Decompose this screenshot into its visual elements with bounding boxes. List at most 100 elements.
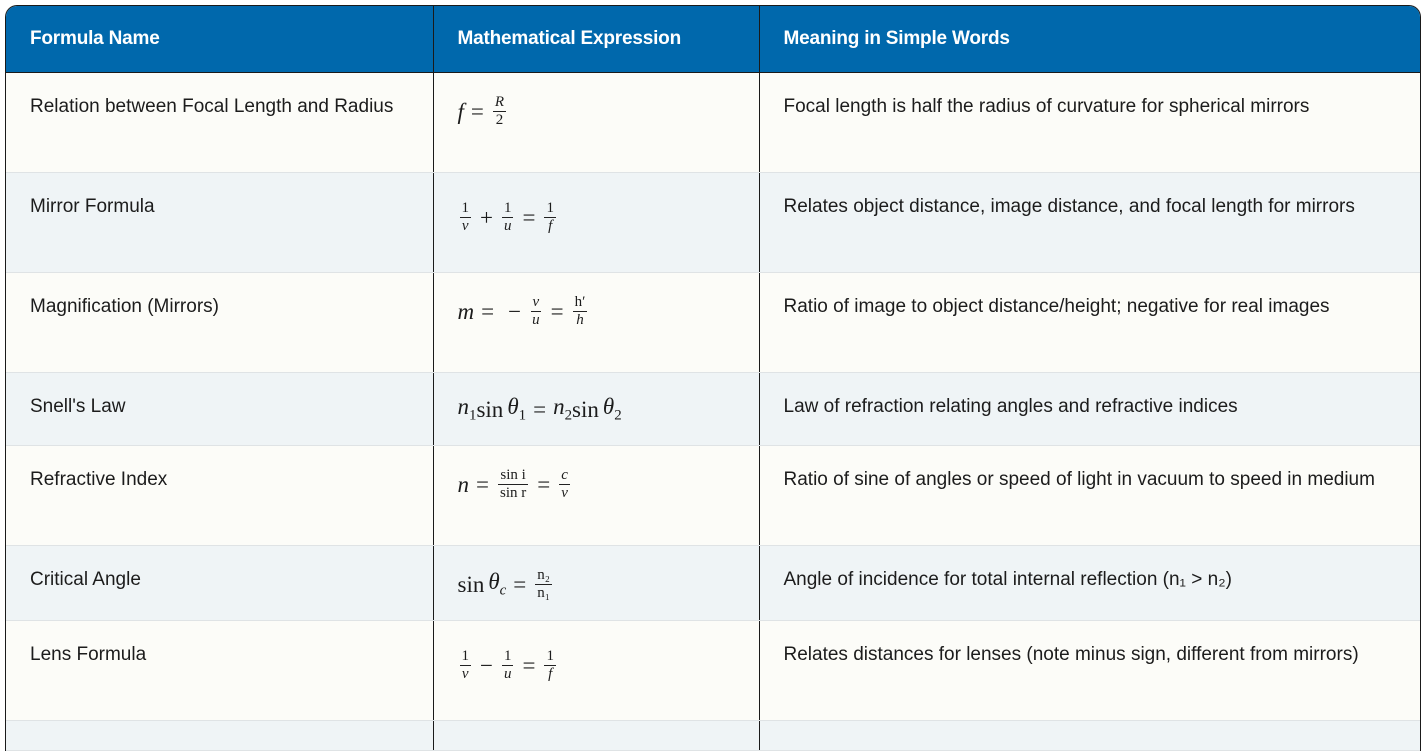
table-row: Refractive Index n = sin i sin r = c v Ratio of … [6,445,1420,546]
subscripted-symbol: n1 [458,395,477,424]
denominator: h [576,312,584,328]
symbol: θ [488,569,500,595]
formula: m = − v u = h′ h [458,291,590,328]
subscript: c [499,582,507,599]
meaning-cell: Ratio of image to object distance/height… [759,272,1420,373]
fraction: h′ h [572,294,588,328]
math-token: = [533,396,547,422]
numerator: 1 [501,648,514,666]
math-token: = [476,472,489,497]
formula-name-cell: Snell's Law [6,372,434,446]
math-token: sin [476,396,504,422]
symbol: θ [507,394,519,419]
symbol: θ [602,394,615,419]
denominator: sin r [499,485,527,501]
math-token: m [457,299,475,324]
subscripted-symbol: θ2 [603,395,622,424]
formula: sin θc = n₂ n₁ [458,564,555,601]
numerator: v [530,294,542,312]
header-formula-name: Formula Name [6,6,434,73]
subscript: 2 [564,407,573,424]
table-row-partial [6,720,1420,751]
subscripted-symbol: θ1 [507,395,526,424]
empty-cell [433,720,760,751]
formula: 1 v +1 u = 1 f [458,197,558,234]
math-expression-cell: f = R 2 [433,72,760,173]
math-token: = [537,472,551,497]
formula: n1 sin θ1 = n2 sin θ2 [458,391,622,424]
subscript: 1 [518,407,527,424]
table-row: Lens Formula 1 v −1 u = 1 f Relates distances fo… [6,620,1420,721]
math-expression-cell: n = sin i sin r = c v [433,445,760,546]
denominator: n₁ [537,585,551,601]
denominator: f [548,666,553,682]
formula: f = R 2 [458,91,509,128]
math-token: sin [572,396,599,422]
math-expression-cell: 1 v +1 u = 1 f [433,172,760,273]
meaning-cell: Relates distances for lenses (note minus… [759,620,1420,721]
math-expression-cell: 1 v −1 u = 1 f [433,620,760,721]
header-meaning: Meaning in Simple Words [759,6,1420,73]
formula-table: Formula Name Mathematical Expression Mea… [5,5,1421,751]
math-token: + [480,205,493,230]
formula: n = sin i sin r = c v [458,464,572,501]
denominator: u [503,666,512,682]
numerator: 1 [459,200,471,218]
subscript: 1 [469,407,477,424]
table-row: Relation between Focal Length and Radius… [6,72,1420,173]
denominator: f [548,218,553,234]
table-row: Snell's Law n1 sin θ1 = n2 sin θ2 Law of refra… [6,372,1420,446]
fraction: sin i sin r [498,468,528,501]
header-row: Formula Name Mathematical Expression Mea… [6,6,1420,73]
meaning-cell: Angle of incidence for total internal re… [759,545,1420,621]
table-row: Critical Angle sin θc = n₂ n₁ Angle of inciden… [6,545,1420,621]
denominator: 2 [495,112,504,128]
numerator: 1 [459,648,471,666]
subscripted-symbol: n2 [553,395,572,424]
meaning-cell: Ratio of sine of angles or speed of ligh… [759,445,1420,546]
subscript: 2 [614,407,622,424]
meaning-cell: Law of refraction relating angles and re… [759,372,1420,446]
symbol: n [457,394,470,419]
math-expression-cell: n1 sin θ1 = n2 sin θ2 [433,372,760,446]
formula-name-cell: Critical Angle [6,545,434,621]
denominator: v [561,485,568,501]
meaning-cell: Focal length is half the radius of curva… [759,72,1420,173]
symbol: n [553,394,565,419]
formula-name-cell: Mirror Formula [6,172,434,273]
math-token: = [513,572,527,597]
denominator: v [461,218,469,234]
denominator: v [461,666,469,682]
subscripted-symbol: θc [488,570,506,599]
meaning-cell: Relates object distance, image distance,… [759,172,1420,273]
numerator: sin i [498,467,528,485]
numerator: 1 [544,648,556,666]
math-expression-cell: sin θc = n₂ n₁ [433,545,760,621]
numerator: 1 [501,200,514,218]
numerator: h′ [572,294,588,312]
fraction: n₂ n₁ [535,567,553,601]
math-token: n [457,472,470,497]
numerator: n₂ [535,567,553,585]
math-token: = [550,299,564,324]
empty-cell [759,720,1420,751]
numerator: R [492,94,507,112]
formula-name-cell: Relation between Focal Length and Radius [6,72,434,173]
table-row: Mirror Formula 1 v +1 u = 1 f Relates object dis… [6,172,1420,273]
numerator: 1 [544,200,556,218]
math-token: = [522,653,536,678]
formula-name-cell: Refractive Index [6,445,434,546]
denominator: u [532,312,540,328]
math-token: = [522,205,536,230]
math-token: − [480,653,493,678]
math-token: − [508,299,522,324]
denominator: u [503,218,512,234]
